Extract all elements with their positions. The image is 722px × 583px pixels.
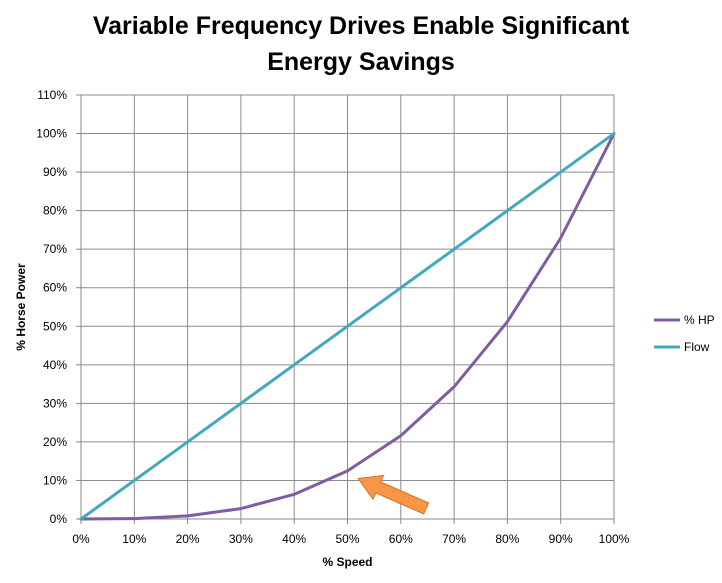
y-tick-label: 20% xyxy=(43,435,67,449)
legend: % HP Flow xyxy=(654,313,715,354)
y-tick-label: 40% xyxy=(43,358,67,372)
y-tick-label: 100% xyxy=(36,127,67,141)
x-tick-label: 40% xyxy=(282,532,306,546)
y-tick-label: 10% xyxy=(43,473,67,487)
x-tick-label: 90% xyxy=(549,532,573,546)
y-axis-label: % Horse Power xyxy=(14,263,28,351)
x-tick-label: 100% xyxy=(599,532,630,546)
x-tick-label: 20% xyxy=(176,532,200,546)
annotations xyxy=(357,474,430,515)
x-axis-ticks: 0% 10% 20% 30% 40% 50% 60% 70% 80% 90% 100% xyxy=(72,519,630,546)
y-tick-label: 90% xyxy=(43,165,67,179)
x-tick-label: 50% xyxy=(335,532,359,546)
x-tick-label: 0% xyxy=(72,532,90,546)
x-tick-label: 60% xyxy=(389,532,413,546)
y-axis-ticks: 0% 10% 20% 30% 40% 50% 60% 70% 80% 90% 100% 110% xyxy=(36,88,81,526)
y-tick-label: 0% xyxy=(50,512,68,526)
chart-title-line-2: Energy Savings xyxy=(267,48,455,76)
x-axis-label: % Speed xyxy=(322,555,372,569)
x-tick-label: 30% xyxy=(229,532,253,546)
legend-label-0: % HP xyxy=(684,313,715,327)
y-tick-label: 50% xyxy=(43,319,67,333)
y-tick-label: 30% xyxy=(43,396,67,410)
chart-title-line-1: Variable Frequency Drives Enable Signifi… xyxy=(92,12,630,40)
y-tick-label: 110% xyxy=(37,88,67,102)
x-tick-label: 10% xyxy=(122,532,146,546)
legend-label-1: Flow xyxy=(684,340,710,354)
y-tick-label: 80% xyxy=(43,204,67,218)
series-line-1 xyxy=(79,132,616,521)
x-tick-label: 80% xyxy=(495,532,519,546)
y-tick-label: 70% xyxy=(43,242,67,256)
y-tick-label: 60% xyxy=(43,281,67,295)
series-line-0 xyxy=(79,132,616,521)
annotation-arrow-0 xyxy=(357,474,430,515)
grid xyxy=(80,94,615,520)
x-tick-label: 70% xyxy=(442,532,466,546)
chart-title: Variable Frequency Drives Enable Signifi… xyxy=(0,8,722,80)
series xyxy=(79,132,616,521)
